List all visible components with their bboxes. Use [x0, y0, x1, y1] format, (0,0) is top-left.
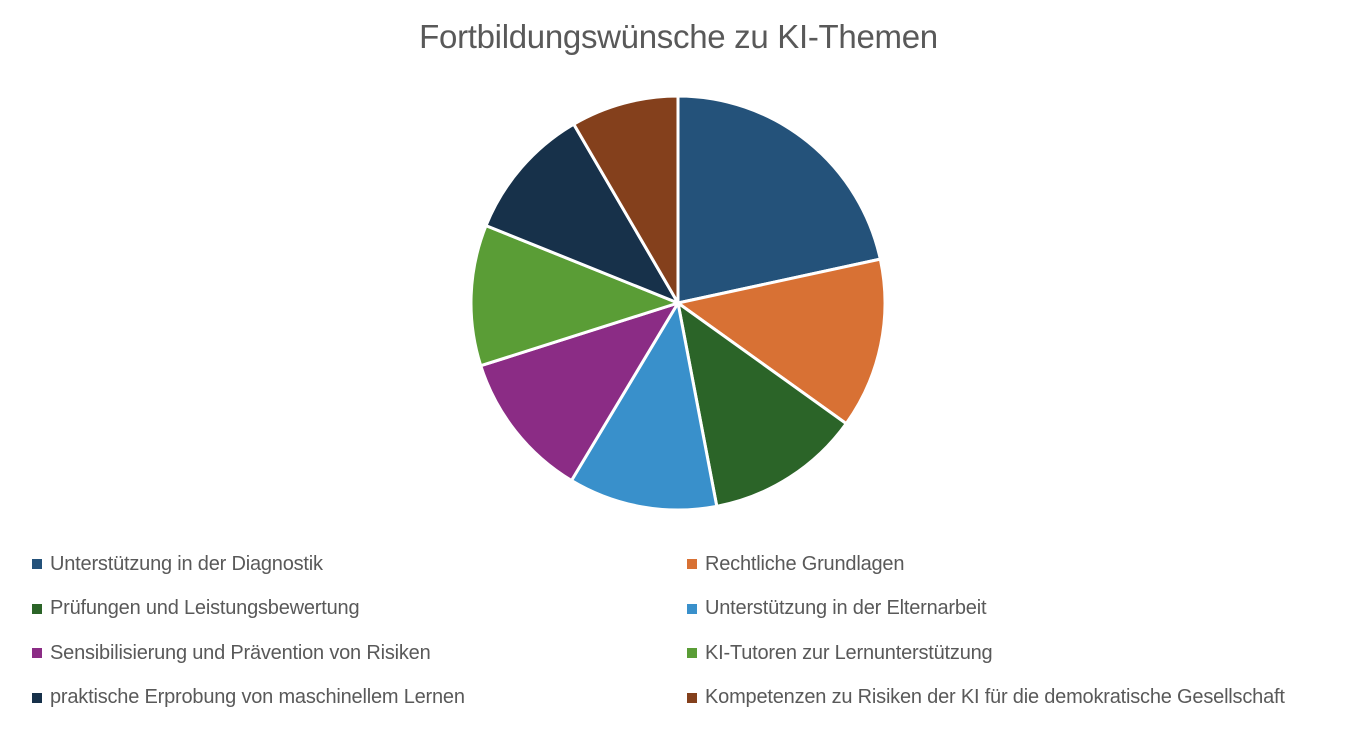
legend-swatch: [687, 559, 697, 569]
legend-label: praktische Erprobung von maschinellem Le…: [50, 686, 465, 708]
legend-item-diagnostik[interactable]: Unterstützung in der Diagnostik: [32, 549, 687, 579]
pie-slice[interactable]: Prüfungen und Leistungsbewertung: [676, 301, 848, 508]
legend-item-sensibilisierung[interactable]: Sensibilisierung und Prävention von Risi…: [32, 638, 687, 668]
legend-item-demokratische-gesellschaft[interactable]: Kompetenzen zu Risiken der KI für die de…: [687, 683, 1352, 713]
pie-chart-svg: Unterstützung in der DiagnostikRechtlich…: [469, 94, 887, 512]
pie-slice[interactable]: Kompetenzen zu Risiken der KI für die de…: [572, 94, 680, 305]
legend-label: Prüfungen und Leistungsbewertung: [50, 597, 360, 619]
legend-label: Rechtliche Grundlagen: [705, 552, 905, 575]
pie-slice[interactable]: Rechtliche Grundlagen: [676, 257, 887, 426]
legend-swatch: [32, 603, 42, 614]
legend-item-maschinelles-lernen[interactable]: praktische Erprobung von maschinellem Le…: [32, 683, 687, 713]
pie-slice[interactable]: Unterstützung in der Elternarbeit: [570, 301, 719, 512]
legend-item-rechtliche-grundlagen[interactable]: Rechtliche Grundlagen: [687, 549, 1352, 579]
legend-swatch: [687, 648, 697, 658]
legend-swatch: [32, 559, 42, 569]
chart-title: Fortbildungswünsche zu KI-Themen: [419, 18, 938, 55]
legend-label: Unterstützung in der Diagnostik: [50, 552, 323, 575]
legend-label: KI-Tutoren zur Lernunterstützung: [705, 641, 993, 664]
legend-item-ki-tutoren[interactable]: KI-Tutoren zur Lernunterstützung: [687, 638, 1352, 668]
pie-slice[interactable]: Sensibilisierung und Prävention von Risi…: [479, 301, 680, 483]
legend-swatch: [32, 692, 42, 703]
chart-legend: Unterstützung in der Diagnostik Rechtlic…: [32, 549, 1352, 727]
pie-slice[interactable]: KI-Tutoren zur Lernunterstützung: [469, 224, 680, 368]
pie-slice[interactable]: praktische Erprobung von maschinellem Le…: [484, 122, 680, 305]
pie-chart: Unterstützung in der DiagnostikRechtlich…: [460, 88, 896, 524]
legend-swatch: [687, 603, 697, 614]
legend-swatch: [687, 692, 697, 703]
legend-label: Kompetenzen zu Risiken der KI für die de…: [705, 686, 1285, 708]
legend-item-elternarbeit[interactable]: Unterstützung in der Elternarbeit: [687, 594, 1352, 624]
legend-label: Sensibilisierung und Prävention von Risi…: [50, 641, 431, 664]
legend-swatch: [32, 648, 42, 658]
legend-item-pruefungen[interactable]: Prüfungen und Leistungsbewertung: [32, 594, 687, 624]
pie-slice[interactable]: Unterstützung in der Diagnostik: [676, 94, 882, 305]
legend-label: Unterstützung in der Elternarbeit: [705, 597, 987, 619]
